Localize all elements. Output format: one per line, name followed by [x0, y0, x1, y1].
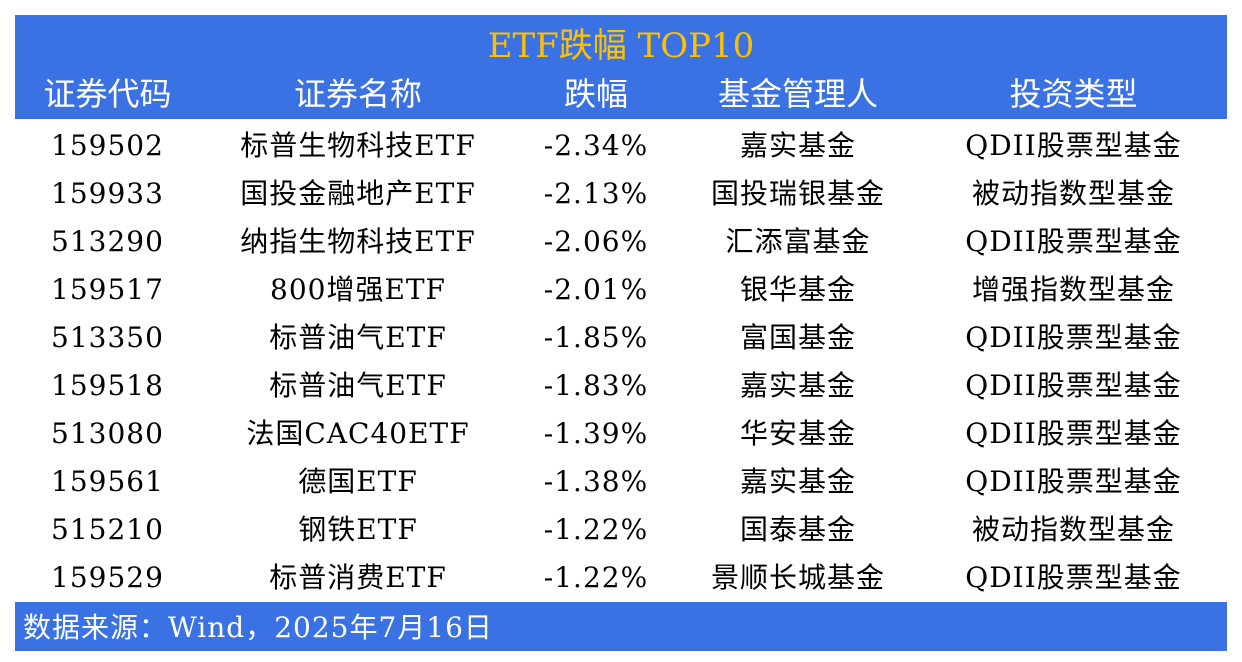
etf-table: ETF跌幅 TOP10 证券代码 证券名称 跌幅 基金管理人 投资类型 1595…	[15, 15, 1227, 651]
table-row: 513080 法国CAC40ETF -1.39% 华安基金 QDII股票型基金	[15, 409, 1227, 457]
cell-manager: 汇添富基金	[725, 225, 871, 258]
source-footer: 数据来源：Wind，2025年7月16日	[15, 602, 1227, 651]
cell-manager: 嘉实基金	[739, 369, 856, 402]
cell-manager: 嘉实基金	[739, 129, 856, 162]
cell-name: 标普油气ETF	[269, 369, 447, 402]
cell-type: QDII股票型基金	[965, 129, 1182, 162]
cell-type: QDII股票型基金	[965, 321, 1182, 354]
cell-code: 513080	[51, 417, 164, 450]
cell-manager: 华安基金	[739, 417, 856, 450]
cell-name: 国投金融地产ETF	[240, 177, 476, 210]
cell-code: 159561	[51, 465, 164, 498]
cell-code: 159529	[51, 561, 164, 594]
cell-name: 纳指生物科技ETF	[240, 225, 476, 258]
column-header-name: 证券名称	[293, 75, 422, 113]
cell-code: 513290	[51, 225, 164, 258]
cell-code: 159518	[51, 369, 164, 402]
table-header: ETF跌幅 TOP10 证券代码 证券名称 跌幅 基金管理人 投资类型	[15, 15, 1227, 119]
cell-manager: 富国基金	[739, 321, 856, 354]
cell-code: 513350	[51, 321, 164, 354]
table-body: 159502 标普生物科技ETF -2.34% 嘉实基金 QDII股票型基金 159933…	[15, 119, 1227, 601]
cell-change: -1.39%	[543, 417, 649, 450]
cell-change: -2.13%	[543, 177, 649, 210]
cell-code: 515210	[51, 513, 164, 546]
cell-name: 德国ETF	[298, 465, 418, 498]
cell-name: 标普油气ETF	[269, 321, 447, 354]
table-row: 159933 国投金融地产ETF -2.13% 国投瑞银基金 被动指数型基金	[15, 169, 1227, 217]
cell-change: -1.83%	[543, 369, 649, 402]
cell-name: 钢铁ETF	[298, 513, 418, 546]
cell-manager: 国泰基金	[739, 513, 856, 546]
cell-manager: 景顺长城基金	[710, 561, 885, 594]
cell-change: -1.85%	[543, 321, 649, 354]
table-row: 159502 标普生物科技ETF -2.34% 嘉实基金 QDII股票型基金	[15, 121, 1227, 169]
cell-type: 增强指数型基金	[971, 273, 1175, 306]
cell-type: 被动指数型基金	[971, 513, 1175, 546]
table-row: 515210 钢铁ETF -1.22% 国泰基金 被动指数型基金	[15, 505, 1227, 553]
cell-code: 159517	[51, 273, 164, 306]
column-header-change: 跌幅	[563, 75, 628, 113]
cell-name: 法国CAC40ETF	[246, 417, 470, 450]
cell-change: -2.01%	[543, 273, 649, 306]
cell-type: QDII股票型基金	[965, 465, 1182, 498]
column-headers: 证券代码 证券名称 跌幅 基金管理人 投资类型	[15, 71, 1227, 119]
cell-manager: 国投瑞银基金	[710, 177, 885, 210]
cell-code: 159502	[51, 129, 164, 162]
cell-type: 被动指数型基金	[971, 177, 1175, 210]
table-row: 513350 标普油气ETF -1.85% 富国基金 QDII股票型基金	[15, 313, 1227, 361]
column-header-type: 投资类型	[1009, 75, 1138, 113]
table-row: 159529 标普消费ETF -1.22% 景顺长城基金 QDII股票型基金	[15, 553, 1227, 601]
cell-manager: 嘉实基金	[739, 465, 856, 498]
cell-change: -2.06%	[543, 225, 649, 258]
cell-change: -1.38%	[543, 465, 649, 498]
cell-type: QDII股票型基金	[965, 417, 1182, 450]
table-row: 513290 纳指生物科技ETF -2.06% 汇添富基金 QDII股票型基金	[15, 217, 1227, 265]
cell-name: 标普生物科技ETF	[240, 129, 476, 162]
cell-change: -2.34%	[543, 129, 649, 162]
column-header-code: 证券代码	[43, 75, 172, 113]
cell-type: QDII股票型基金	[965, 561, 1182, 594]
cell-code: 159933	[51, 177, 164, 210]
cell-change: -1.22%	[543, 561, 649, 594]
cell-name: 800增强ETF	[270, 273, 446, 306]
cell-manager: 银华基金	[739, 273, 856, 306]
table-row: 159561 德国ETF -1.38% 嘉实基金 QDII股票型基金	[15, 457, 1227, 505]
table-row: 159517 800增强ETF -2.01% 银华基金 增强指数型基金	[15, 265, 1227, 313]
cell-name: 标普消费ETF	[269, 561, 447, 594]
cell-type: QDII股票型基金	[965, 225, 1182, 258]
column-header-manager: 基金管理人	[717, 75, 878, 113]
cell-change: -1.22%	[543, 513, 649, 546]
table-row: 159518 标普油气ETF -1.83% 嘉实基金 QDII股票型基金	[15, 361, 1227, 409]
cell-type: QDII股票型基金	[965, 369, 1182, 402]
table-title: ETF跌幅 TOP10	[487, 26, 755, 66]
